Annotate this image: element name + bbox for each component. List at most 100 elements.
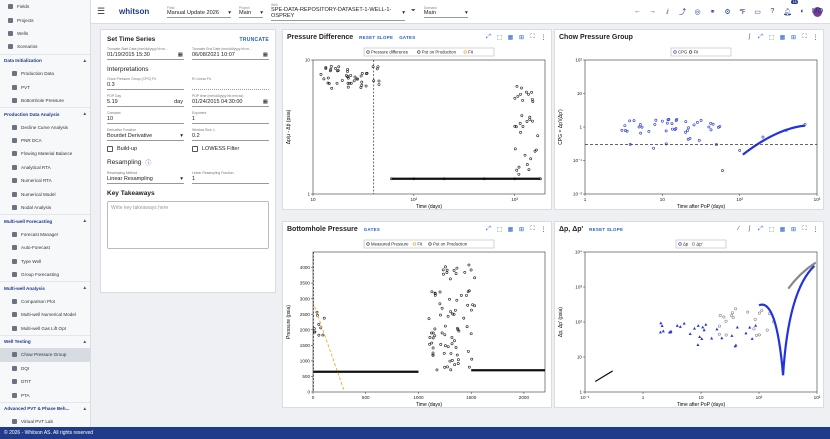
sidebar-section[interactable]: Data Initialization ▴ bbox=[0, 53, 90, 67]
select-icon[interactable]: ⬚ bbox=[496, 226, 503, 233]
sidebar-item-dtit[interactable]: DTIT bbox=[0, 375, 90, 388]
settings-icon[interactable]: ⚙ bbox=[724, 8, 731, 16]
lowess-checkbox[interactable]: LOWESS Filter bbox=[192, 146, 269, 152]
chart-plot[interactable]: 0 500 1000 1500 2000 0 500 1000 1500 2000 2500 3000… bbox=[283, 236, 553, 408]
fullscreen-icon[interactable]: ⛶ bbox=[802, 225, 807, 232]
sidebar-item-decline-curve-analysis[interactable]: Decline Curve Analysis bbox=[0, 121, 90, 134]
zoom-icon[interactable]: ⊞ bbox=[518, 226, 525, 233]
select-icon[interactable]: ⬚ bbox=[768, 226, 775, 233]
globe-icon[interactable]: ◎ bbox=[694, 8, 701, 16]
sidebar-section[interactable]: Multi-well Forecasting ▴ bbox=[0, 214, 90, 227]
sidebar-item-group-forecasting[interactable]: Group Forecasting bbox=[0, 268, 90, 281]
zoom-icon[interactable]: ⊞ bbox=[518, 34, 525, 41]
sidebar-item-forecast-manager[interactable]: Forecast Manager bbox=[0, 228, 90, 241]
help-circle-icon[interactable]: ⓘ bbox=[145, 161, 152, 167]
sidebar-item-pnr-dca[interactable]: PNR DCA bbox=[0, 134, 90, 147]
derivative-function-select[interactable]: Derivative Function Bourdet Derivative ▾ bbox=[107, 128, 184, 141]
scenario-select[interactable]: Scenario Main ▾ bbox=[423, 5, 468, 18]
reset-slope-button[interactable]: RESET SLOPE bbox=[589, 226, 624, 232]
more-icon[interactable]: ⋮ bbox=[812, 34, 819, 41]
fullscreen-icon[interactable]: ⛶ bbox=[530, 225, 535, 232]
table-icon[interactable]: ▦ bbox=[507, 226, 514, 233]
truncate-start-field[interactable]: Truncate Start Date (mm/dd/yyyy hh:m... 0… bbox=[107, 47, 184, 60]
info-icon[interactable]: ⅈ bbox=[666, 8, 669, 16]
chat-icon[interactable]: ▭ bbox=[754, 8, 761, 16]
reset-slope-button[interactable]: RESET SLOPE bbox=[359, 34, 394, 40]
buildup-checkbox[interactable]: Build-up bbox=[107, 146, 184, 152]
gates-button[interactable]: GATES bbox=[363, 226, 381, 232]
back-arrow-icon[interactable]: ← bbox=[634, 8, 641, 15]
link-icon[interactable]: ⚭ bbox=[709, 8, 716, 16]
dark-mode-icon[interactable]: ◐ bbox=[800, 8, 805, 15]
constant-field[interactable]: Constant 10 bbox=[107, 111, 184, 124]
slope-icon[interactable]: ∕ bbox=[737, 225, 739, 232]
chart-plot[interactable]: 1 10 10² 10³ 10⁻² 10⁻¹ 1 10 10² Time after PoP (d… bbox=[555, 44, 825, 210]
sidebar-item-production-data[interactable]: Production Data bbox=[0, 67, 90, 80]
key-takeaways-input[interactable]: Write key takeaways here bbox=[107, 201, 269, 249]
sidebar-item-virtual-pvt-lab[interactable]: Virtual PVT Lab bbox=[0, 415, 90, 427]
temperature-icon[interactable]: ℉ bbox=[739, 8, 746, 16]
forward-arrow-icon[interactable]: → bbox=[649, 8, 656, 15]
slope-icon[interactable]: ∫ bbox=[748, 225, 751, 232]
cpg-fit-field[interactable]: Chow Pressure Group (CPG) Fit 0.3 bbox=[107, 77, 184, 90]
bell-icon[interactable]: 🔔︎ bbox=[783, 8, 792, 16]
more-icon[interactable]: ⋮ bbox=[540, 34, 547, 41]
sidebar-item-dqi[interactable]: DQI bbox=[0, 362, 90, 375]
app-logo[interactable]: whitson bbox=[119, 7, 150, 16]
fullscreen-icon[interactable]: ⛶ bbox=[530, 33, 535, 40]
pan-icon[interactable]: ⤢ bbox=[486, 33, 491, 40]
pop-day-field[interactable]: POP Day 5.19 day bbox=[107, 94, 184, 107]
truncate-button[interactable]: TRUNCATE bbox=[239, 36, 269, 43]
sidebar-item-comparison-plot[interactable]: Comparison Plot bbox=[0, 295, 90, 308]
sidebar-item-flowing-material-balance[interactable]: Flowing Material Balance bbox=[0, 147, 90, 160]
resampling-method-select[interactable]: Resampling Method Linear Resampling ▾ bbox=[107, 171, 184, 184]
pan-icon[interactable]: ⤢ bbox=[486, 225, 491, 232]
sidebar-item-wells[interactable]: Wells bbox=[0, 27, 90, 40]
table-icon[interactable]: ▦ bbox=[779, 34, 786, 41]
linear-fraction-field[interactable]: Linear Resampling Fraction 1 bbox=[192, 171, 269, 184]
well-select[interactable]: Well SPE-DATA-REPOSITORY-DATASET-1-WELL-… bbox=[271, 2, 405, 21]
table-icon[interactable]: ▦ bbox=[507, 34, 514, 41]
table-icon[interactable]: ▦ bbox=[779, 226, 786, 233]
pan-icon[interactable]: ⤢ bbox=[758, 33, 763, 40]
help-icon[interactable]: ? bbox=[770, 8, 775, 15]
sidebar-item-chow-pressure-group[interactable]: Chow Pressure Group bbox=[0, 348, 90, 362]
sidebar-item-numerical-model[interactable]: Numerical Model bbox=[0, 187, 90, 200]
sidebar-section[interactable]: Well Testing ▴ bbox=[0, 334, 90, 348]
sidebar-item-multi-well-numerical-model[interactable]: Multi-well Numerical Model bbox=[0, 308, 90, 321]
zoom-icon[interactable]: ⊞ bbox=[790, 226, 797, 233]
chart-icon[interactable]: ⤴ bbox=[679, 8, 686, 16]
sidebar-item-fields[interactable]: Fields bbox=[0, 0, 90, 13]
sidebar-section[interactable]: Multi-well Analysis ▴ bbox=[0, 281, 90, 294]
sidebar-section[interactable]: Advanced PVT & Phase Beh... ▴ bbox=[0, 401, 90, 415]
pan-icon[interactable]: ⤢ bbox=[758, 225, 763, 232]
avatar[interactable]: MO bbox=[811, 6, 824, 17]
sidebar-section[interactable]: Production Data Analysis ▴ bbox=[0, 107, 90, 120]
truncate-end-field[interactable]: Truncate End Date (mm/dd/yyyy hh:m... 06/… bbox=[192, 47, 269, 60]
pop-time-field[interactable]: POP time (mm/dd/yyyy hh:mm:ss) 01/24/2015… bbox=[192, 94, 269, 107]
sidebar-item-pta[interactable]: PTA bbox=[0, 388, 90, 401]
sidebar-item-projects[interactable]: Projects bbox=[0, 13, 90, 26]
sidebar-item-type-well[interactable]: Type Well bbox=[0, 254, 90, 267]
filter-icon[interactable]: ⏷ bbox=[411, 8, 416, 14]
sidebar-item-pvt[interactable]: PVT bbox=[0, 80, 90, 93]
menu-icon[interactable]: ☰ bbox=[97, 6, 106, 16]
zoom-icon[interactable]: ⊞ bbox=[790, 34, 797, 41]
calendar-icon[interactable]: ▦ bbox=[177, 52, 183, 58]
field-select[interactable]: Field Manual Update 2026 ▾ bbox=[167, 5, 231, 18]
project-select[interactable]: Project Main ▾ bbox=[239, 5, 263, 18]
sidebar-item-nodal-analysis[interactable]: Nodal Analysis bbox=[0, 201, 90, 214]
exponent-field[interactable]: Exponent 1 bbox=[192, 111, 269, 124]
sidebar-item-analytical-rta[interactable]: Analytical RTA bbox=[0, 161, 90, 174]
sidebar-item-multi-well-gas-lift-opt[interactable]: Multi-well Gas Lift Opt bbox=[0, 321, 90, 334]
fullscreen-icon[interactable]: ⛶ bbox=[802, 33, 807, 40]
select-icon[interactable]: ⬚ bbox=[496, 34, 503, 41]
more-icon[interactable]: ⋮ bbox=[540, 226, 547, 233]
gates-button[interactable]: GATES bbox=[399, 34, 416, 40]
window-size-field[interactable]: Window Size, L 0.2 bbox=[192, 128, 269, 141]
calendar-icon[interactable]: ▦ bbox=[262, 52, 268, 58]
slope-icon[interactable]: ∫ bbox=[748, 33, 751, 40]
sidebar-item-auto-forecast[interactable]: Auto-Forecast bbox=[0, 241, 90, 254]
